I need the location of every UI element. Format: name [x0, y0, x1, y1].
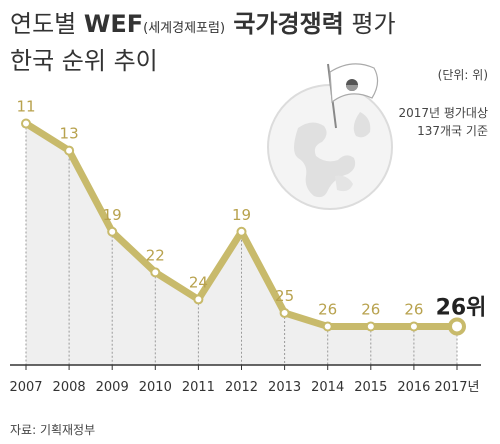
note-line-2: 137개국 기준 — [417, 124, 488, 138]
data-label: 25 — [275, 287, 294, 305]
data-point — [21, 118, 31, 129]
data-markers — [21, 118, 466, 336]
data-label: 11 — [16, 98, 35, 116]
data-label: 26 — [361, 300, 380, 318]
x-tick-label: 2017년 — [434, 380, 479, 395]
x-tick-label: 2008 — [53, 380, 86, 395]
x-tick-label: 2007 — [9, 380, 42, 395]
x-tick-label: 2011 — [182, 380, 215, 395]
chart-title: 연도별 WEF(세계경제포럼) 국가경쟁력 평가 한국 순위 추이 — [10, 8, 396, 77]
data-label: 13 — [60, 125, 79, 143]
data-point — [150, 267, 161, 278]
data-point — [193, 294, 204, 305]
title-evaluation: 평가 — [343, 10, 396, 38]
x-tick-label: 2014 — [311, 380, 344, 395]
data-point — [236, 226, 247, 237]
data-point — [279, 307, 290, 318]
source-note: 자료: 기획재정부 — [10, 423, 96, 437]
data-point — [408, 321, 419, 332]
data-point — [107, 226, 118, 237]
x-tick-labels: 2007 2008 2009 2010 2011 2012 2013 2014 2015 2016… — [9, 380, 479, 395]
data-label: 24 — [189, 273, 208, 291]
x-tick-label: 2009 — [96, 380, 129, 395]
chart-subtitle: 한국 순위 추이 — [10, 47, 158, 75]
x-tick-label: 2010 — [139, 380, 172, 395]
x-ticks — [25, 365, 458, 370]
data-point — [322, 321, 333, 332]
data-point-highlight — [448, 317, 466, 336]
data-point — [365, 321, 376, 332]
data-label: 19 — [103, 206, 122, 224]
data-labels: 11 13 19 22 24 19 25 26 26 26 26위 — [16, 98, 486, 321]
data-label: 19 — [232, 206, 251, 224]
x-tick-label: 2015 — [354, 380, 387, 395]
line-chart: 11 13 19 22 24 19 25 26 26 26 26위 2007 2008 2009 2010… — [9, 63, 486, 395]
title-wef-full: (세계경제포럼) — [143, 21, 226, 36]
guide-lines — [25, 123, 458, 365]
note-line-1: 2017년 평가대상 — [398, 106, 488, 120]
title-competitiveness: 국가경쟁력 — [225, 10, 344, 38]
title-wef: WEF — [83, 10, 144, 38]
data-label: 26위 — [436, 295, 487, 320]
x-tick-label: 2016 — [397, 380, 430, 395]
x-tick-label: 2012 — [225, 380, 258, 395]
title-prefix: 연도별 — [10, 10, 84, 38]
data-point — [64, 145, 75, 156]
data-label: 22 — [146, 246, 165, 264]
data-label: 26 — [404, 300, 423, 318]
unit-label: (단위: 위) — [437, 68, 488, 82]
data-label: 26 — [318, 300, 337, 318]
x-tick-label: 2013 — [268, 380, 301, 395]
globe-illustration — [267, 63, 393, 210]
